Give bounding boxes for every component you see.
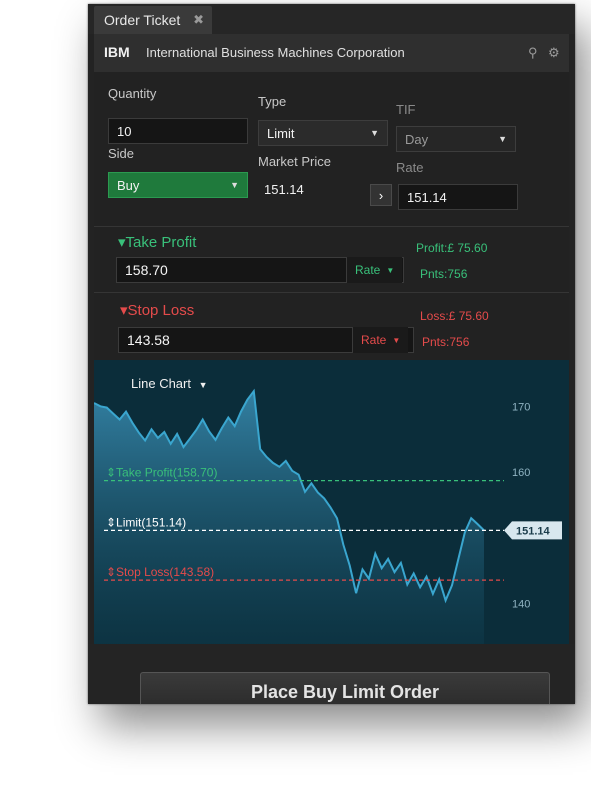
y-tick-label: 170 (512, 401, 530, 413)
search-icon[interactable]: ⚲ (528, 45, 538, 60)
stop-loss-toggle[interactable]: ▾Stop Loss (120, 302, 195, 319)
take-profit-rate-label: Rate (355, 263, 381, 277)
gear-icon[interactable]: ⚙ (548, 45, 560, 60)
chevron-down-icon: ▼ (230, 180, 239, 190)
type-select-value: Limit (267, 125, 295, 141)
quantity-input[interactable]: 10 (108, 118, 248, 144)
tab-title: Order Ticket (104, 12, 181, 28)
close-icon[interactable]: ✖ (193, 12, 204, 27)
chart-type-select[interactable]: Line Chart ▼ (131, 376, 208, 391)
level-label: ⇕Stop Loss(143.58) (106, 565, 214, 579)
instrument-header: IBM International Business Machines Corp… (94, 34, 569, 72)
stop-loss-rate-label: Rate (361, 333, 387, 347)
stop-loss-section: ▾Stop Loss 143.58 Rate ▼ Loss:£ 75.60 Pn… (94, 292, 569, 361)
y-tick-label: 140 (512, 599, 530, 611)
chevron-down-icon: ▼ (370, 128, 379, 138)
chevron-down-icon: ▼ (386, 265, 395, 275)
tif-select[interactable]: Day ▼ (396, 126, 516, 152)
order-form: Quantity 10 Type Limit ▼ TIF Day ▼ Side … (94, 72, 569, 227)
take-profit-section: ▾Take Profit 158.70 Rate ▼ Profit:£ 75.6… (94, 226, 569, 293)
level-label: ⇕Limit(151.14) (106, 515, 186, 529)
type-label: Type (258, 94, 287, 109)
place-order-button[interactable]: Place Buy Limit Order (140, 672, 550, 704)
side-select-value: Buy (117, 177, 140, 193)
copy-price-button[interactable]: › (370, 184, 392, 206)
y-tick-label: 160 (512, 467, 530, 479)
rate-input[interactable]: 151.14 (398, 184, 518, 210)
quantity-label: Quantity (108, 86, 157, 101)
tab-bar: Order Ticket ✖ (88, 4, 575, 34)
market-price-label: Market Price (258, 154, 331, 169)
side-label: Side (108, 146, 135, 161)
take-profit-profit-text: Profit:£ 75.60 (416, 241, 488, 255)
company-name: International Business Machines Corporat… (146, 45, 405, 60)
stop-loss-loss-text: Loss:£ 75.60 (420, 309, 489, 323)
rate-label: Rate (396, 160, 424, 175)
chevron-down-icon: ▼ (392, 335, 401, 345)
take-profit-rate-select[interactable]: Rate ▼ (346, 257, 403, 283)
current-price-label: 151.14 (516, 525, 551, 537)
instrument-symbol: IBM (104, 44, 130, 60)
stop-loss-points-text: Pnts:756 (422, 335, 470, 349)
series-line (94, 388, 485, 604)
tif-select-value: Day (405, 131, 429, 147)
chevron-down-icon: ▼ (198, 380, 208, 390)
current-price-badge (504, 521, 562, 540)
type-select[interactable]: Limit ▼ (258, 120, 388, 146)
order-ticket-window: Order Ticket ✖ IBM International Busines… (88, 4, 575, 704)
chevron-down-icon: ▼ (498, 134, 507, 144)
take-profit-points-text: Pnts:756 (420, 267, 468, 281)
tif-label: TIF (396, 102, 416, 117)
market-price-value: 151.14 (264, 182, 304, 197)
tab-order-ticket[interactable]: Order Ticket ✖ (94, 6, 212, 34)
order-footer: Place Buy Limit Order (88, 644, 575, 704)
take-profit-toggle[interactable]: ▾Take Profit (118, 234, 197, 251)
price-chart-svg: ⇕Take Profit(158.70) ⇕Limit(151.14) ⇕Stop … (94, 388, 562, 644)
price-chart: ⇕Take Profit(158.70) ⇕Limit(151.14) ⇕Stop … (94, 360, 569, 644)
side-select[interactable]: Buy ▼ (108, 172, 248, 198)
stop-loss-rate-select[interactable]: Rate ▼ (352, 327, 409, 353)
take-profit-title: Take Profit (125, 234, 197, 251)
stop-loss-title: Stop Loss (127, 302, 195, 319)
chart-type-label: Line Chart (131, 376, 191, 391)
series-area (94, 391, 484, 644)
level-label: ⇕Take Profit(158.70) (106, 466, 217, 480)
